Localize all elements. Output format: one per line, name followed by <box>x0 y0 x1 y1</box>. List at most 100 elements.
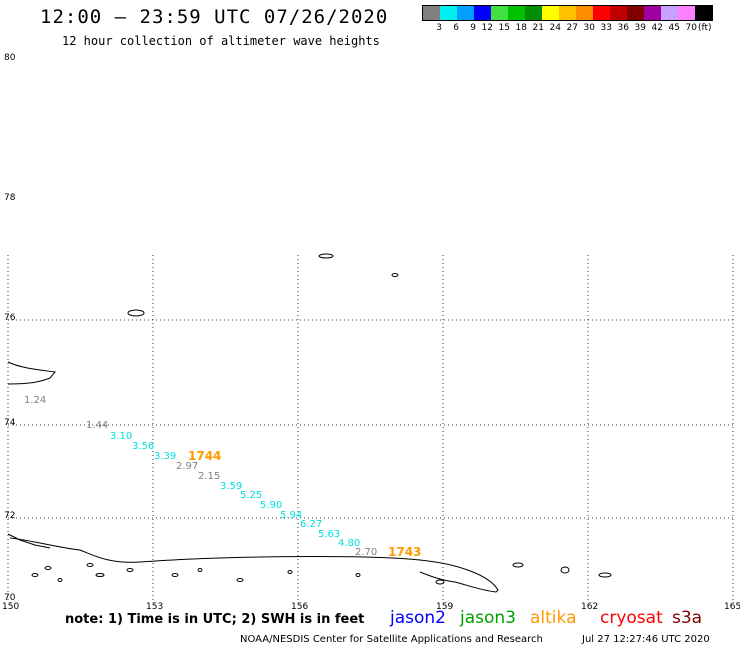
satellite-name: altika <box>530 608 577 628</box>
legend-swatch <box>474 6 491 20</box>
legend-unit: (ft) <box>698 23 712 33</box>
legend-label: 3 <box>436 23 442 33</box>
wave-height-label: 2.70 <box>355 547 377 558</box>
wave-height-label: 3.39 <box>154 451 176 462</box>
legend-label: 12 <box>481 23 493 33</box>
latitude-label: 76 <box>4 313 16 323</box>
legend-label: 45 <box>668 23 680 33</box>
latitude-label: 70 <box>4 593 16 603</box>
longitude-label: 162 <box>581 602 598 612</box>
pass-time-label: 1744 <box>188 449 221 463</box>
legend-swatch <box>542 6 559 20</box>
coastline <box>7 253 612 593</box>
wave-height-label: 3.10 <box>110 431 132 442</box>
legend-label: 30 <box>583 23 595 33</box>
legend-label: 70 <box>685 23 697 33</box>
satellite-name: s3a <box>672 608 703 628</box>
legend-label: 36 <box>617 23 629 33</box>
legend-swatch <box>627 6 644 20</box>
island-14 <box>126 568 134 572</box>
legend-labels: 3 6 9 12 15 18 21 24 27 30 33 36 39 42 45 70 (ft) <box>422 21 713 35</box>
legend-swatch <box>423 6 440 20</box>
island-4 <box>598 572 612 578</box>
longitude-label: 156 <box>291 602 308 612</box>
generated-timestamp: Jul 27 12:27:46 UTC 2020 <box>582 634 710 645</box>
island-12 <box>435 579 445 585</box>
legend-swatch <box>457 6 474 20</box>
chart-subtitle: 12 hour collection of altimeter wave hei… <box>62 34 380 48</box>
coastline-west-lower <box>7 533 51 549</box>
wave-height-label: 3.56 <box>132 441 154 452</box>
legend-swatch <box>525 6 542 20</box>
latitude-labels: 80 78 76 74 72 70 <box>4 53 16 603</box>
credit-line: NOAA/NESDIS Center for Satellite Applica… <box>240 634 543 645</box>
pass-time-label: 1743 <box>388 545 421 559</box>
longitude-label: 165 <box>724 602 740 612</box>
wave-height-label: 4.80 <box>338 538 360 549</box>
legend-label: 39 <box>634 23 646 33</box>
longitude-labels: 150 153 156 159 162 165 <box>2 602 740 612</box>
legend-label: 9 <box>470 23 476 33</box>
island-5 <box>512 562 524 568</box>
island-16 <box>57 578 63 582</box>
island-11 <box>355 573 361 577</box>
latitude-label: 74 <box>4 418 16 428</box>
wave-height-label: 5.94 <box>280 510 302 521</box>
chart-title: 12:00 – 23:59 UTC 07/26/2020 <box>40 6 389 28</box>
legend-label: 18 <box>515 23 527 33</box>
graticule <box>7 255 736 600</box>
wave-height-label: 3.59 <box>220 481 242 492</box>
coastline-west-top <box>7 361 56 385</box>
legend-swatch <box>610 6 627 20</box>
satellite-name: jason2 <box>390 608 446 628</box>
wave-height-label: 5.63 <box>318 529 340 540</box>
legend-label: 24 <box>549 23 561 33</box>
island-10 <box>236 578 244 582</box>
wave-height-label: 2.15 <box>198 471 220 482</box>
longitude-label: 150 <box>2 602 19 612</box>
legend-swatch <box>644 6 661 20</box>
island-15 <box>86 563 94 567</box>
island-18 <box>197 568 203 572</box>
legend-swatch <box>695 6 712 20</box>
island-13 <box>31 573 39 577</box>
island-7 <box>44 566 52 570</box>
island-8 <box>95 573 105 577</box>
legend-label: 42 <box>651 23 663 33</box>
legend-swatch <box>440 6 457 20</box>
island-17 <box>287 570 293 574</box>
legend-swatch <box>593 6 610 20</box>
satellite-name: cryosat <box>600 608 663 628</box>
latitude-label: 72 <box>4 511 15 521</box>
legend-label: 15 <box>498 23 510 33</box>
island-6 <box>560 566 570 574</box>
latitude-label: 80 <box>4 53 16 63</box>
latitude-label: 78 <box>4 193 16 203</box>
longitude-label: 153 <box>146 602 163 612</box>
footer-note: note: 1) Time is in UTC; 2) SWH is in fe… <box>65 612 365 627</box>
legend-swatch <box>576 6 593 20</box>
legend-swatch <box>508 6 525 20</box>
longitude-label: 159 <box>436 602 453 612</box>
color-legend: 3 6 9 12 15 18 21 24 27 30 33 36 39 42 45 70 (ft) <box>422 5 713 35</box>
legend-swatch <box>661 6 678 20</box>
island-9 <box>171 573 179 577</box>
wave-height-label: 1.24 <box>24 395 46 406</box>
wave-height-label: 6.27 <box>300 519 322 530</box>
island-1 <box>127 309 145 317</box>
legend-swatch <box>559 6 576 20</box>
island-3 <box>391 273 399 277</box>
island-2 <box>318 253 334 259</box>
satellite-name: jason3 <box>460 608 516 628</box>
legend-swatch <box>491 6 508 20</box>
legend-label: 21 <box>532 23 544 33</box>
legend-label: 27 <box>566 23 578 33</box>
legend-swatches <box>422 5 713 21</box>
legend-swatch <box>678 6 695 20</box>
wave-height-label: 5.90 <box>260 500 282 511</box>
wave-height-label: 2.97 <box>176 461 198 472</box>
legend-label: 6 <box>453 23 459 33</box>
coastline-main <box>9 537 499 593</box>
wave-height-label: 5.25 <box>240 490 262 501</box>
